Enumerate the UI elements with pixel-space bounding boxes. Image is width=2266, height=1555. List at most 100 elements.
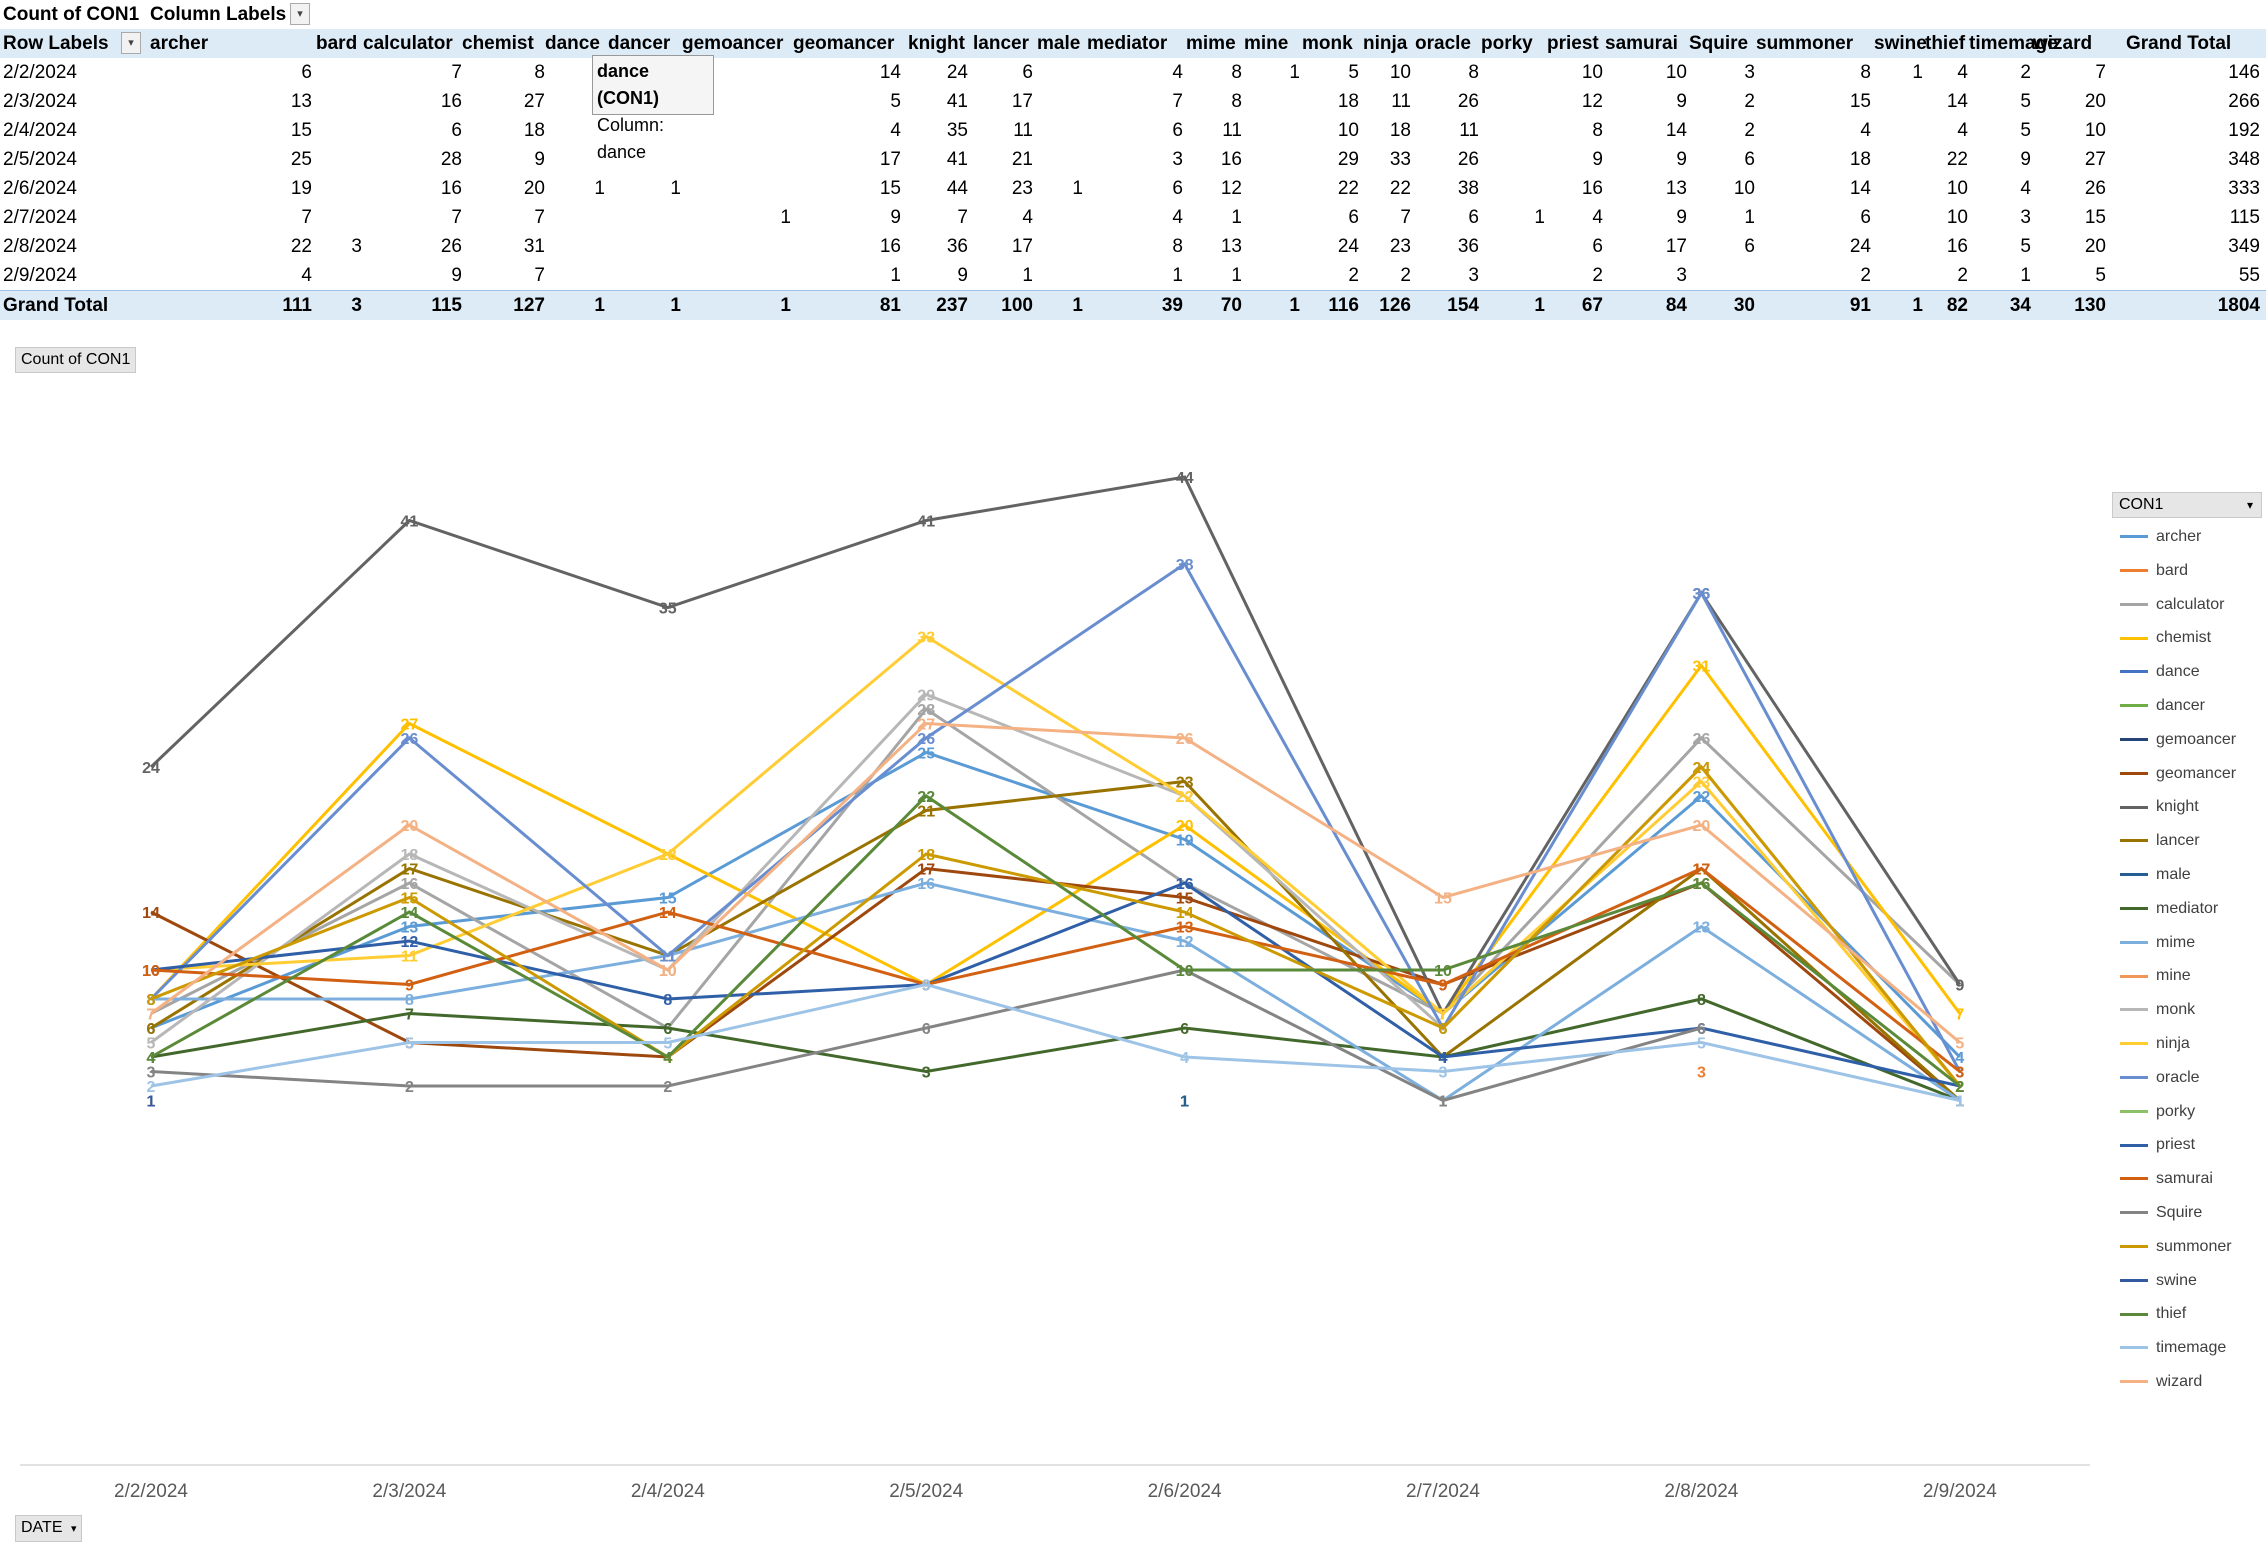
pivot-cell[interactable]: 9 (534, 149, 545, 170)
pivot-cell[interactable]: 10 (1946, 207, 1968, 228)
legend-entry-gemoancer[interactable]: gemoancer (2120, 725, 2236, 755)
pivot-cell[interactable]: 4 (2020, 178, 2031, 199)
legend-entry-oracle[interactable]: oracle (2120, 1063, 2200, 1093)
pivot-cell[interactable]: 3 (1172, 149, 1183, 170)
column-header-dance[interactable]: dance (545, 33, 600, 54)
pivot-cell[interactable]: 9 (451, 265, 462, 286)
pivot-cell[interactable] (1485, 174, 1545, 203)
pivot-cell[interactable]: 9 (1676, 91, 1687, 112)
series-line[interactable] (150, 866, 1961, 1073)
grand-total-cell[interactable]: 1 (1912, 295, 1923, 316)
pivot-cell[interactable] (1023, 261, 1083, 290)
legend-entry-calculator[interactable]: calculator (2120, 590, 2224, 620)
pivot-cell[interactable]: 18 (523, 120, 545, 141)
legend-entry-knight[interactable]: knight (2120, 792, 2199, 822)
legend-entry-mine[interactable]: mine (2120, 961, 2191, 991)
grand-total-cell[interactable]: 1 (594, 295, 605, 316)
pivot-cell[interactable]: 8 (534, 62, 545, 83)
grand-total-cell[interactable]: 127 (513, 295, 545, 316)
pivot-cell[interactable]: 16 (440, 178, 462, 199)
pivot-cell[interactable]: 15 (1849, 91, 1871, 112)
pivot-cell[interactable]: 14 (1665, 120, 1687, 141)
legend-entry-mime[interactable]: mime (2120, 928, 2195, 958)
pivot-cell[interactable]: 8 (1860, 62, 1871, 83)
pivot-cell[interactable]: 17 (1011, 236, 1033, 257)
pivot-cell[interactable]: 9 (957, 265, 968, 286)
pivot-cell[interactable]: 7 (957, 207, 968, 228)
pivot-cell[interactable]: 31 (523, 236, 545, 257)
grand-total-cell[interactable]: 3 (351, 295, 362, 316)
row-label-date[interactable]: 2/4/2024 (3, 120, 77, 141)
grand-total-cell[interactable]: 1 (1534, 295, 1545, 316)
pivot-cell[interactable]: 16 (1220, 149, 1242, 170)
pivot-cell[interactable]: 17 (1011, 91, 1033, 112)
pivot-cell[interactable]: 16 (1581, 178, 1603, 199)
legend-entry-thief[interactable]: thief (2120, 1299, 2186, 1329)
pivot-cell[interactable] (1485, 87, 1545, 116)
pivot-cell[interactable]: 5 (2020, 120, 2031, 141)
pivot-cell[interactable] (1240, 145, 1300, 174)
pivot-cell[interactable]: 17 (1665, 236, 1687, 257)
grand-total-cell[interactable]: 237 (936, 295, 968, 316)
legend-field-button[interactable]: CON1 ▾ (2112, 492, 2262, 518)
column-header-wizard[interactable]: wizard (2033, 33, 2093, 54)
pivot-cell[interactable]: 7 (1400, 207, 1411, 228)
row-label-date[interactable]: 2/3/2024 (3, 91, 77, 112)
grand-total-cell[interactable]: 130 (2074, 295, 2106, 316)
pivot-cell[interactable]: 26 (1457, 149, 1479, 170)
pivot-cell[interactable]: 4 (1022, 207, 1033, 228)
chart-value-field-button[interactable]: Count of CON1 (15, 347, 137, 373)
row-label-date[interactable]: 2/6/2024 (3, 178, 77, 199)
pivot-cell[interactable]: 10 (1946, 178, 1968, 199)
pivot-cell[interactable]: 27 (523, 91, 545, 112)
column-header-priest[interactable]: priest (1547, 33, 1599, 54)
pivot-cell[interactable]: 13 (1665, 178, 1687, 199)
column-header-dancer[interactable]: dancer (608, 33, 671, 54)
column-header-bard[interactable]: bard (316, 33, 358, 54)
pivot-cell[interactable]: 23 (1389, 236, 1411, 257)
pivot-cell[interactable] (731, 232, 791, 261)
pivot-cell[interactable]: 8 (1172, 236, 1183, 257)
pivot-cell[interactable] (1485, 58, 1545, 87)
column-header-summoner[interactable]: summoner (1756, 33, 1854, 54)
pivot-cell[interactable]: 22 (1389, 178, 1411, 199)
pivot-cell[interactable]: 13 (1220, 236, 1242, 257)
pivot-cell[interactable] (545, 145, 605, 174)
pivot-cell[interactable]: 1 (1172, 265, 1183, 286)
pivot-cell[interactable]: 10 (1337, 120, 1359, 141)
pivot-cell[interactable] (1485, 261, 1545, 290)
column-header-mime[interactable]: mime (1186, 33, 1236, 54)
column-header-male[interactable]: male (1037, 33, 1081, 54)
legend-entry-bard[interactable]: bard (2120, 556, 2188, 586)
pivot-cell[interactable]: 6 (1348, 207, 1359, 228)
grand-total-cell[interactable]: 111 (282, 295, 312, 316)
pivot-cell[interactable]: 1 (1912, 62, 1923, 83)
legend-entry-wizard[interactable]: wizard (2120, 1367, 2202, 1397)
pivot-cell[interactable]: 9 (1676, 149, 1687, 170)
pivot-cell[interactable]: 14 (1946, 91, 1968, 112)
pivot-cell[interactable]: 23 (1011, 178, 1033, 199)
row-label-date[interactable]: 2/5/2024 (3, 149, 77, 170)
pivot-cell[interactable]: 33 (1389, 149, 1411, 170)
pivot-cell[interactable] (1023, 116, 1083, 145)
pivot-cell[interactable]: 7 (451, 62, 462, 83)
pivot-cell[interactable]: 3 (2020, 207, 2031, 228)
column-header-knight[interactable]: knight (908, 33, 965, 54)
legend-entry-monk[interactable]: monk (2120, 995, 2195, 1025)
series-mine[interactable]: 1 (147, 1094, 156, 1111)
series-line[interactable] (150, 982, 1961, 1102)
pivot-cell[interactable]: 44 (946, 178, 968, 199)
column-header-geomancer[interactable]: geomancer (793, 33, 895, 54)
pivot-cell[interactable]: 7 (301, 207, 312, 228)
pivot-cell[interactable] (1240, 203, 1300, 232)
grand-total-cell[interactable]: 1 (670, 295, 681, 316)
pivot-cell[interactable]: 115 (2229, 207, 2260, 228)
row-filter-dropdown-icon[interactable]: ▾ (121, 32, 141, 54)
pivot-cell[interactable] (1485, 145, 1545, 174)
pivot-cell[interactable]: 16 (1946, 236, 1968, 257)
pivot-cell[interactable]: 1 (890, 265, 901, 286)
